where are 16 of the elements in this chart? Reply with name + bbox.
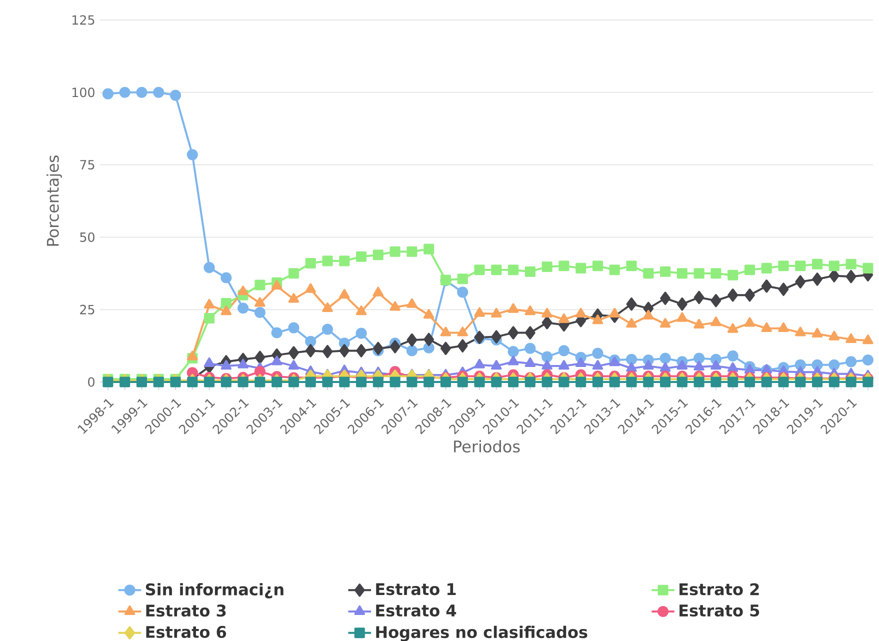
legend-label: Estrato 2: [680, 583, 759, 596]
y-axis-title: Porcentajes: [46, 155, 62, 246]
legend-label: Estrato 4: [376, 604, 456, 617]
legend-label: Sin informaci¿n: [146, 583, 284, 598]
legend-label: Estrato 5: [680, 604, 760, 617]
y-tick-label: 75: [80, 160, 94, 170]
legend-label: Hogares no clasificados: [376, 626, 588, 641]
legend-label: Estrato 1: [376, 583, 456, 596]
y-tick-label: 100: [72, 88, 94, 98]
y-tick-label: 0: [88, 377, 94, 387]
legend-label: Estrato 6: [146, 626, 226, 638]
y-tick-label: 25: [80, 304, 94, 314]
legend-label: Estrato 3: [146, 604, 226, 617]
y-tick-label: 50: [80, 232, 94, 242]
y-tick-label: 125: [72, 15, 94, 25]
x-axis-title: Periodos: [454, 440, 520, 453]
